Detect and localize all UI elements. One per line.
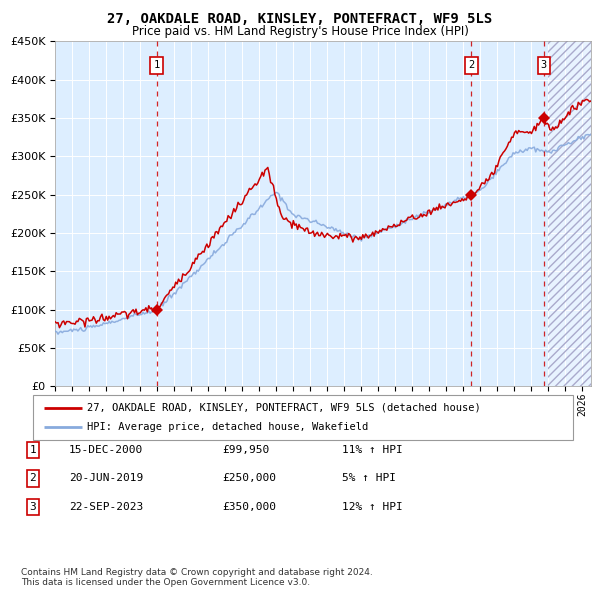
Text: 27, OAKDALE ROAD, KINSLEY, PONTEFRACT, WF9 5LS (detached house): 27, OAKDALE ROAD, KINSLEY, PONTEFRACT, W…	[87, 403, 481, 412]
Text: 2: 2	[468, 60, 475, 70]
Text: 20-JUN-2019: 20-JUN-2019	[69, 474, 143, 483]
Text: 12% ↑ HPI: 12% ↑ HPI	[342, 502, 403, 512]
Text: £99,950: £99,950	[222, 445, 269, 455]
Text: 1: 1	[154, 60, 160, 70]
Text: 11% ↑ HPI: 11% ↑ HPI	[342, 445, 403, 455]
Text: 1: 1	[29, 445, 37, 455]
Text: 27, OAKDALE ROAD, KINSLEY, PONTEFRACT, WF9 5LS: 27, OAKDALE ROAD, KINSLEY, PONTEFRACT, W…	[107, 12, 493, 26]
Text: £250,000: £250,000	[222, 474, 276, 483]
Text: £350,000: £350,000	[222, 502, 276, 512]
Text: 3: 3	[29, 502, 37, 512]
Text: HPI: Average price, detached house, Wakefield: HPI: Average price, detached house, Wake…	[87, 422, 368, 432]
Bar	[548, 41, 591, 386]
Text: 22-SEP-2023: 22-SEP-2023	[69, 502, 143, 512]
Text: Price paid vs. HM Land Registry's House Price Index (HPI): Price paid vs. HM Land Registry's House …	[131, 25, 469, 38]
Text: 3: 3	[541, 60, 547, 70]
Bar	[548, 41, 591, 386]
Text: 2: 2	[29, 474, 37, 483]
Text: Contains HM Land Registry data © Crown copyright and database right 2024.
This d: Contains HM Land Registry data © Crown c…	[21, 568, 373, 587]
Text: 15-DEC-2000: 15-DEC-2000	[69, 445, 143, 455]
Text: 5% ↑ HPI: 5% ↑ HPI	[342, 474, 396, 483]
